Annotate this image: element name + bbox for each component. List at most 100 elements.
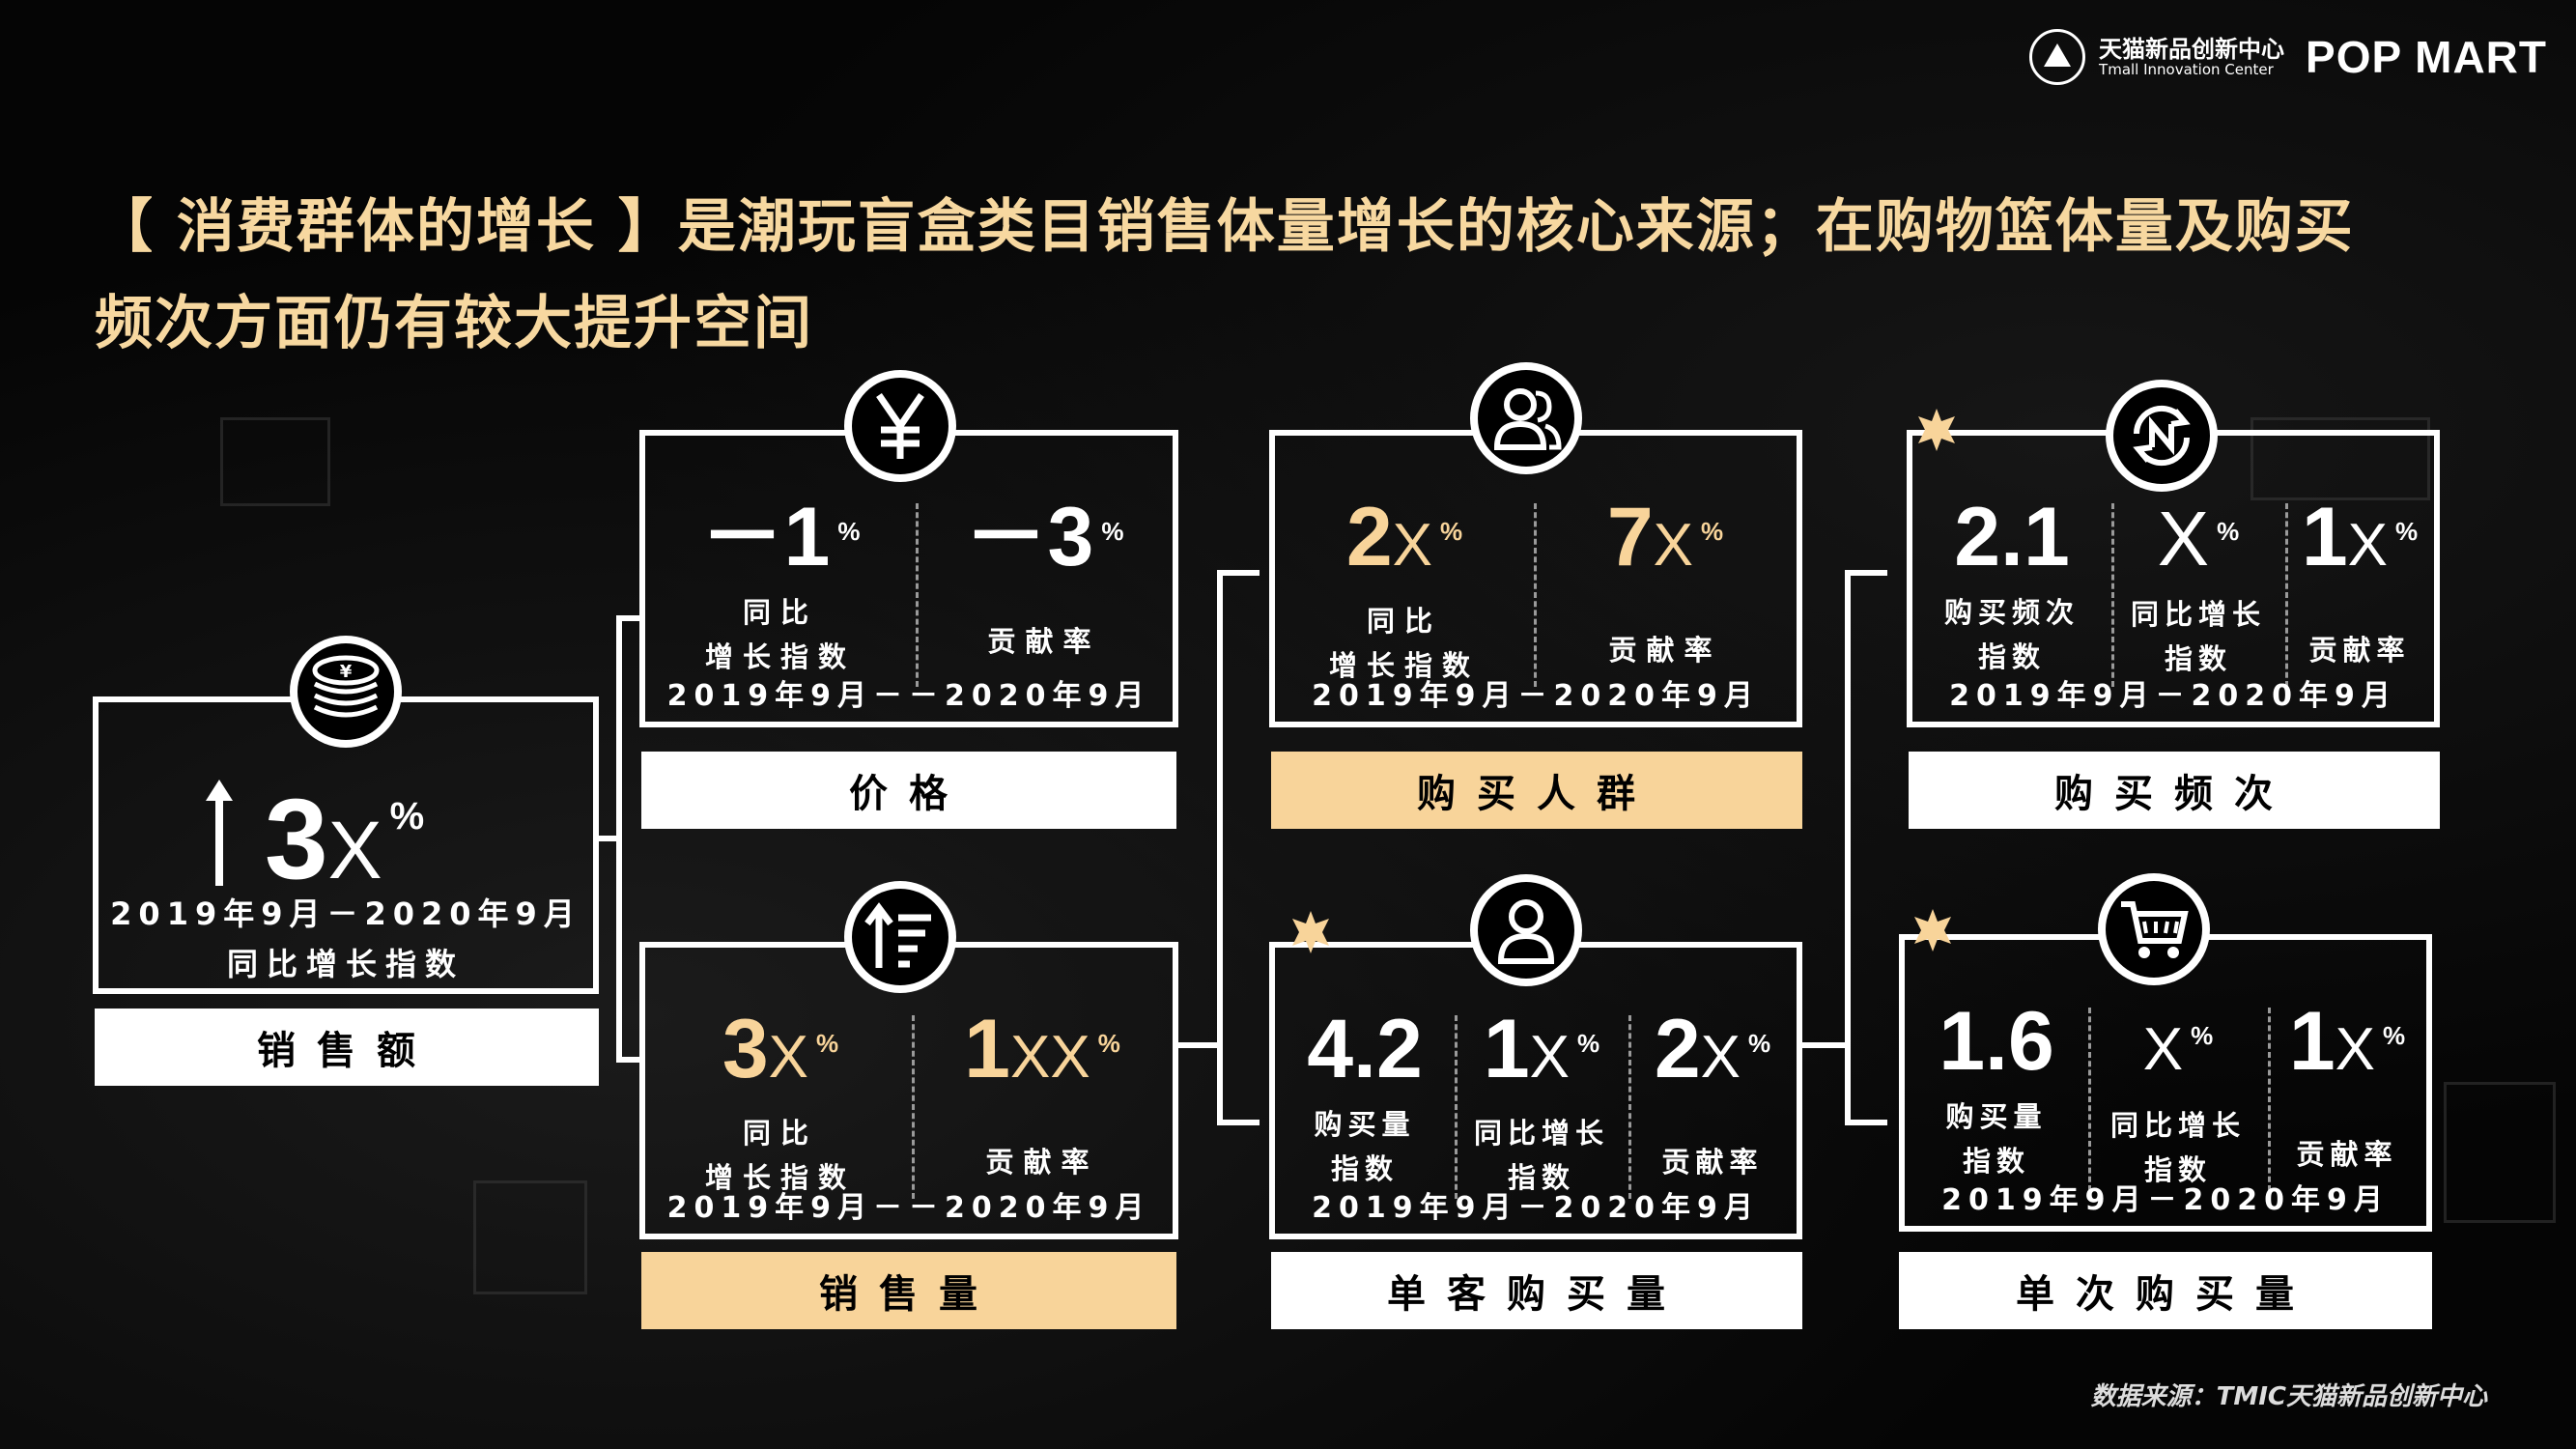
volume-yoy-desc1: 同比 [742, 1117, 818, 1150]
frequency-date: 2019年9月－2020年9月 [1949, 679, 2397, 713]
buyers-contrib-value: 7X% [1606, 491, 1724, 583]
buyers-yoy-value: 2X% [1345, 491, 1463, 583]
per-customer-index-value: 4.2 [1307, 1003, 1423, 1095]
volume-icon-badge [844, 881, 956, 993]
decor-cube [473, 1180, 587, 1294]
svg-text:¥: ¥ [340, 662, 353, 682]
divider [916, 503, 919, 687]
per-order-yoy-col: X% 同比增长 指数 [2088, 998, 2268, 1192]
buyers-yoy-col: 2X% 同比增长指数 [1275, 494, 1534, 688]
volume-contrib-col: 1XX% 贡献率 [912, 1006, 1173, 1184]
frequency-contrib-desc: 贡献率 [2308, 634, 2411, 667]
price-contrib-desc: 贡献率 [987, 625, 1101, 658]
price-yoy-col: －1% 同比增长指数 [645, 494, 916, 679]
per-customer-box: 4.2 购买量 指数 1X% 同比增长 指数 2X% 贡献率 2019年9月－202… [1269, 942, 1802, 1239]
brand-en: Tmall Innovation Center [2099, 60, 2274, 78]
tmall-innovation-logo-icon [2029, 29, 2086, 85]
price-yoy-desc2: 增长指数 [704, 640, 856, 673]
divider [2268, 1008, 2271, 1191]
star-badge-icon [1918, 409, 1955, 451]
frequency-index-desc1: 购买频次 [1943, 596, 2080, 629]
label-per-order: 单次购买量 [1899, 1252, 2432, 1329]
sales-amount-desc: 同比增长指数 [226, 946, 465, 982]
popmart-logo: POP MART [2306, 32, 2547, 82]
sales-volume-box: 3X% 同比增长指数 1XX% 贡献率 2019年9月－－2020年9月 [639, 942, 1178, 1239]
connector [1845, 1120, 1887, 1125]
volume-contrib-value: 1XX% [964, 1003, 1120, 1095]
connector [1802, 1042, 1849, 1048]
label-sales-amount: 销售额 [95, 1009, 599, 1086]
per-order-date: 2019年9月－2020年9月 [1941, 1183, 2390, 1217]
label-price: 价格 [641, 752, 1176, 829]
per-customer-contrib-col: 2X% 贡献率 [1628, 1006, 1797, 1184]
price-date: 2019年9月－－2020年9月 [666, 679, 1151, 713]
price-contrib-col: －3% 贡献率 [916, 494, 1173, 664]
per-order-box: 1.6 购买量 指数 X% 同比增长 指数 1X% 贡献率 2019年9月－2020… [1899, 934, 2432, 1232]
per-order-contrib-col: 1X% 贡献率 [2268, 998, 2426, 1177]
divider [912, 1015, 915, 1199]
frequency-index-desc2: 指数 [1977, 640, 2046, 673]
connector [616, 615, 641, 621]
price-icon-badge [844, 370, 956, 482]
per-order-yoy-desc1: 同比增长 [2109, 1109, 2246, 1142]
connector [616, 1057, 641, 1063]
star-badge-icon [1914, 909, 1951, 952]
refresh-n-icon [2133, 405, 2191, 467]
buyers-yoy-desc1: 同比 [1366, 605, 1442, 638]
per-customer-yoy-value: 1X% [1483, 1003, 1600, 1095]
connector [1217, 570, 1260, 576]
per-order-contrib-value: 1X% [2288, 995, 2406, 1088]
frequency-yoy-col: X% 同比增长指数 [2111, 494, 2285, 681]
per-order-index-desc1: 购买量 [1945, 1100, 2048, 1133]
per-customer-contrib-desc: 贡献率 [1661, 1146, 1764, 1179]
volume-yoy-desc2: 增长指数 [704, 1161, 856, 1194]
data-source: 数据来源：TMIC天猫新品创新中心 [2090, 1382, 2487, 1411]
connector [1845, 570, 1851, 1125]
buyers-yoy-desc2: 增长指数 [1328, 649, 1480, 682]
volume-date: 2019年9月－－2020年9月 [666, 1191, 1151, 1225]
frequency-index-col: 2.1 购买频次 指数 [1912, 494, 2111, 679]
label-per-customer: 单客购买量 [1271, 1252, 1802, 1329]
decor-cube [2250, 417, 2430, 500]
sort-up-icon [864, 902, 931, 968]
divider [2111, 503, 2114, 687]
per-order-index-value: 1.6 [1939, 995, 2054, 1088]
cart-icon [2121, 901, 2189, 958]
star-badge-icon [1292, 911, 1329, 953]
connector [1178, 1042, 1221, 1048]
buyers-contrib-col: 7X% 贡献率 [1534, 494, 1797, 672]
frequency-yoy-value: X% [2157, 496, 2240, 582]
sales-amount-icon-badge: ¥ [290, 636, 402, 748]
user-icon [1497, 899, 1555, 964]
sales-amount-box: 3X% 2019年9月－2020年9月 同比增长指数 [93, 696, 599, 994]
per-order-index-desc2: 指数 [1962, 1145, 2030, 1178]
divider [1534, 503, 1537, 687]
frequency-yoy-desc1: 同比增长 [2130, 598, 2266, 631]
buyers-icon-badge [1470, 362, 1582, 474]
frequency-yoy-desc2: 指数 [2164, 642, 2232, 675]
per-order-icon-badge [2098, 873, 2210, 985]
per-order-yoy-desc2: 指数 [2143, 1153, 2212, 1186]
per-order-index-col: 1.6 购买量指数 [1905, 998, 2088, 1183]
price-contrib-value: －3% [964, 491, 1124, 583]
price-box: －1% 同比增长指数 －3% 贡献率 2019年9月－－2020年9月 [639, 430, 1178, 727]
volume-yoy-col: 3X% 同比增长指数 [645, 1006, 916, 1200]
decor-cube [220, 417, 330, 506]
price-yoy-desc1: 同比 [742, 596, 818, 629]
frequency-contrib-value: 1X% [2301, 491, 2419, 583]
per-customer-icon-badge [1470, 874, 1582, 986]
coins-yen-icon: ¥ [312, 655, 380, 718]
up-arrow-icon [206, 780, 233, 886]
per-customer-yoy-col: 1X% 同比增长 指数 [1455, 1006, 1628, 1200]
buyers-contrib-desc: 贡献率 [1608, 634, 1722, 667]
per-customer-yoy-desc1: 同比增长 [1473, 1117, 1609, 1150]
price-yoy-value: －1% [700, 491, 861, 583]
per-customer-contrib-value: 2X% [1654, 1003, 1771, 1095]
sales-amount-value: 3X% [265, 776, 425, 903]
title-line-2: 频次方面仍有较大提升空间 [95, 290, 813, 357]
connector [1217, 570, 1223, 1125]
volume-yoy-value: 3X% [722, 1003, 839, 1095]
yen-icon [876, 393, 924, 459]
divider [1455, 1015, 1458, 1199]
per-customer-index-col: 4.2 购买量 指数 [1275, 1006, 1455, 1191]
